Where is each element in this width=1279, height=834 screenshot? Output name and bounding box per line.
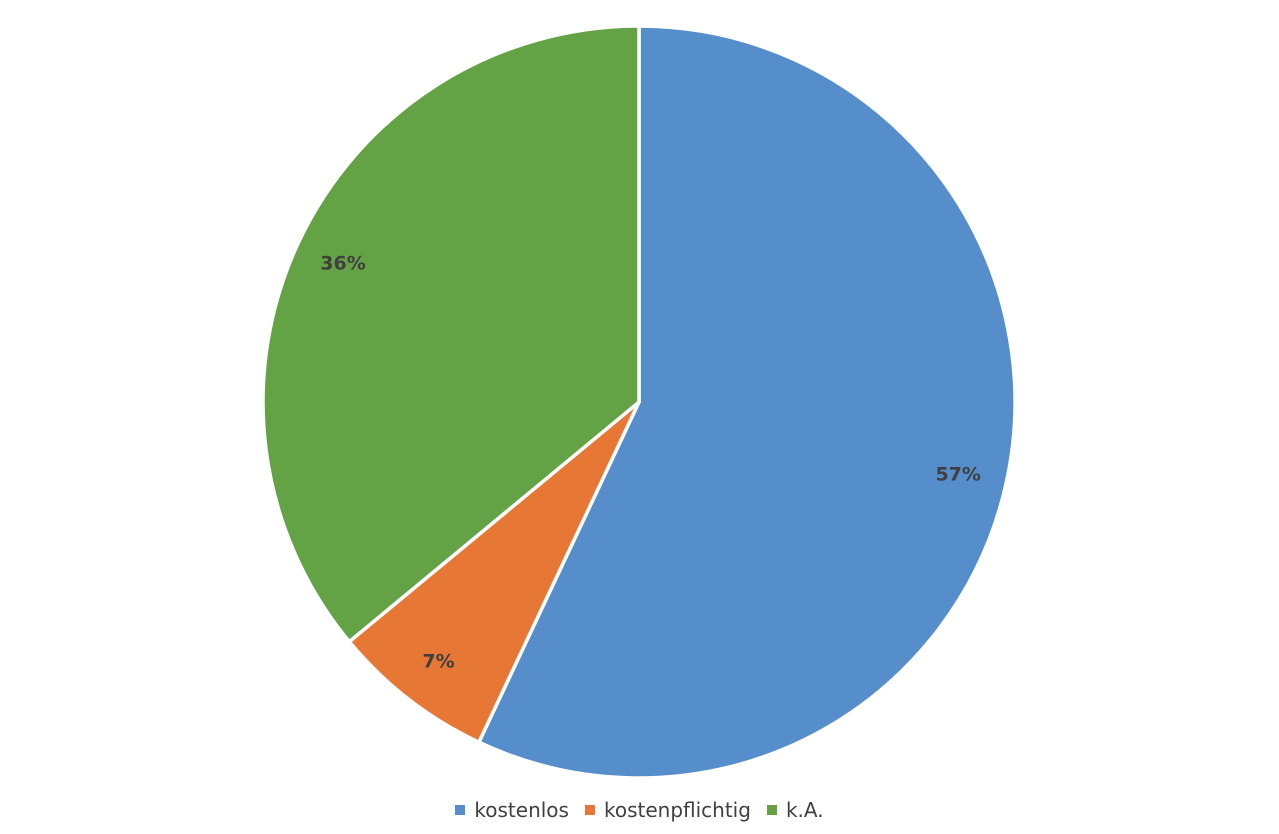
legend-item-kostenlos[interactable]: kostenlos [455,798,569,822]
data-label-kostenlos: 57% [935,463,980,485]
pie-slice-kostenlos[interactable] [477,24,1017,780]
data-label-kostenpflichtig: 7% [422,651,454,673]
legend: kostenlos kostenpflichtig k.A. [0,795,1279,825]
pie-data-labels: 57% 7% 36% [320,253,981,673]
legend-swatch-kostenpflichtig [584,805,595,815]
legend-label-kostenlos: kostenlos [474,798,569,822]
legend-swatch-kostenlos [455,805,466,815]
legend-item-ka[interactable]: k.A. [766,798,824,822]
legend-swatch-ka [766,805,777,815]
legend-label-ka: k.A. [785,798,824,822]
pie-slices [261,24,1017,780]
legend-item-kostenpflichtig[interactable]: kostenpflichtig [584,798,751,822]
legend-label-kostenpflichtig: kostenpflichtig [603,798,751,822]
data-label-ka: 36% [320,253,365,275]
pie-slice-kostenpflichtig[interactable] [347,400,641,744]
pie-slice-ka[interactable] [261,24,641,644]
